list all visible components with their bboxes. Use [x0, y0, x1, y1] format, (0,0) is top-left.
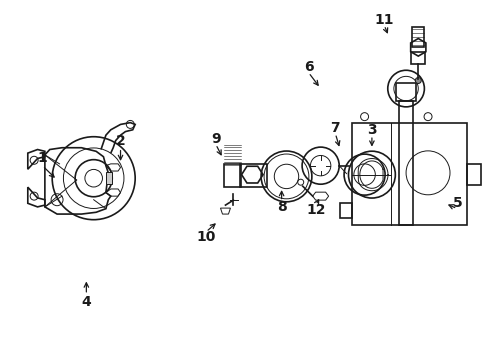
Text: 7: 7 — [330, 121, 340, 135]
Text: 4: 4 — [81, 295, 91, 309]
Text: 12: 12 — [306, 203, 325, 217]
Text: 6: 6 — [304, 60, 313, 74]
Text: 1: 1 — [38, 152, 48, 166]
Text: 10: 10 — [196, 230, 216, 244]
Text: 5: 5 — [452, 196, 462, 210]
Text: 3: 3 — [367, 123, 377, 137]
Text: 9: 9 — [211, 132, 220, 146]
Text: 2: 2 — [116, 134, 125, 148]
Text: 8: 8 — [277, 200, 287, 214]
Polygon shape — [106, 172, 112, 184]
Circle shape — [416, 77, 421, 84]
Text: 11: 11 — [374, 13, 394, 27]
